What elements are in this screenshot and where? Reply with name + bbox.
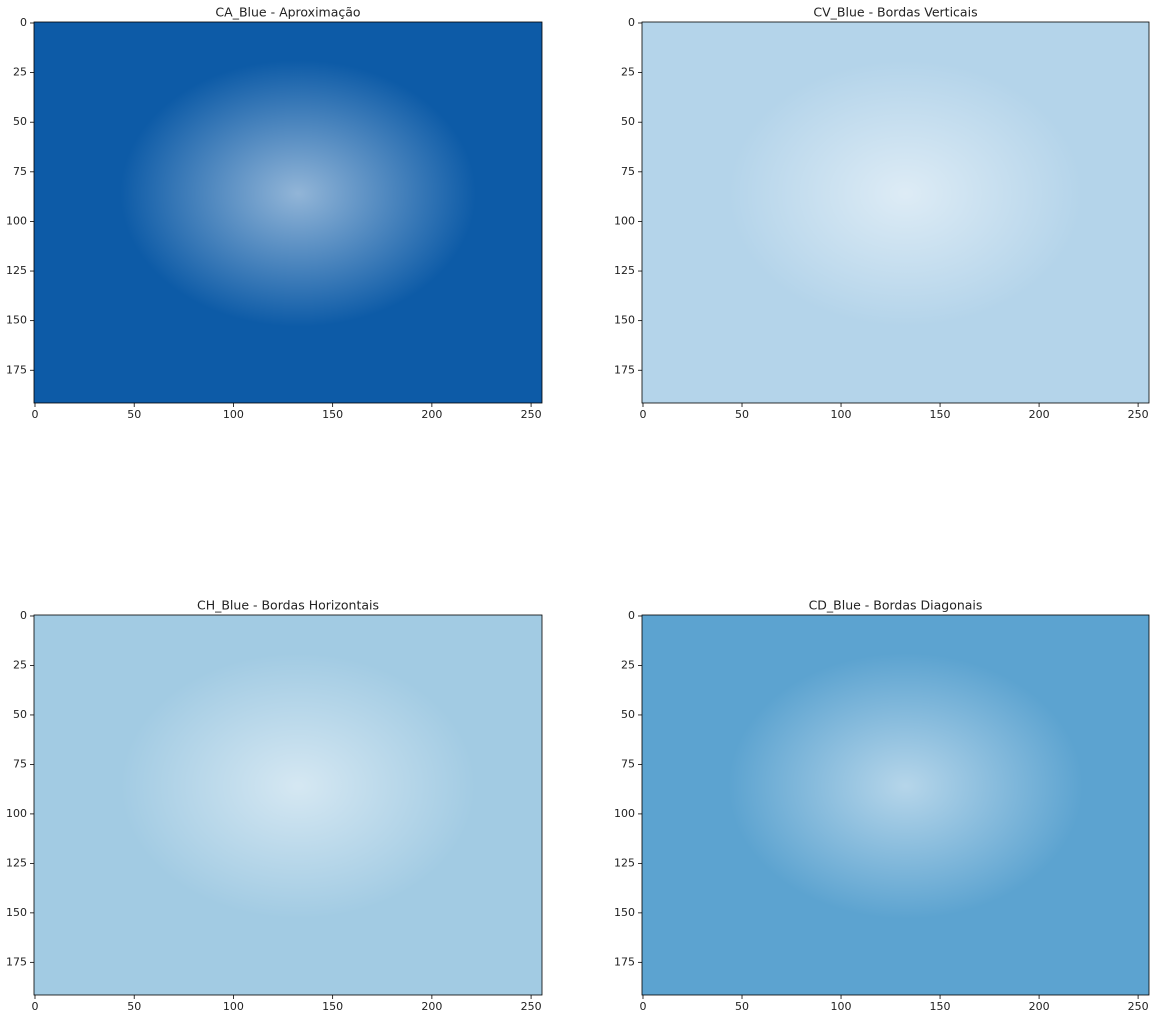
x-tick-label: 150	[930, 1000, 951, 1013]
x-tick-label: 150	[322, 1000, 343, 1013]
y-tick-label: 25	[13, 66, 27, 79]
y-tick-label: 75	[13, 757, 27, 770]
y-tick-label: 175	[6, 363, 27, 376]
y-tick-label: 0	[628, 609, 635, 622]
y-tick-label: 100	[6, 807, 27, 820]
y-tick-label: 0	[628, 16, 635, 29]
image-highlight	[34, 22, 542, 403]
x-tick-label: 100	[831, 1000, 852, 1013]
y-tick-label: 175	[614, 955, 635, 968]
y-tick-label: 75	[13, 165, 27, 178]
x-tick-label: 200	[421, 408, 442, 421]
y-tick-label: 100	[614, 214, 635, 227]
axes-frame	[33, 614, 543, 996]
x-tick-label: 250	[521, 1000, 542, 1013]
chart-title: CV_Blue - Bordas Verticais	[813, 5, 977, 20]
y-tick-label: 150	[6, 906, 27, 919]
x-tick-label: 200	[1029, 1000, 1050, 1013]
y-tick-label: 50	[621, 708, 635, 721]
y-tick-label: 25	[621, 66, 635, 79]
chart-title: CD_Blue - Bordas Diagonais	[809, 598, 983, 613]
y-tick-label: 125	[614, 856, 635, 869]
x-tick-label: 250	[1128, 1000, 1149, 1013]
y-tick-label: 50	[13, 115, 27, 128]
x-tick-label: 0	[639, 1000, 646, 1013]
x-tick-label: 150	[930, 408, 951, 421]
axes-frame	[641, 614, 1150, 996]
y-tick-label: 0	[20, 609, 27, 622]
y-tick-label: 50	[13, 708, 27, 721]
image-highlight	[34, 615, 542, 995]
y-tick-label: 100	[6, 214, 27, 227]
y-tick-label: 75	[621, 757, 635, 770]
x-tick-label: 0	[639, 408, 646, 421]
y-tick-label: 50	[621, 115, 635, 128]
y-tick-label: 150	[614, 906, 635, 919]
y-tick-label: 0	[20, 16, 27, 29]
y-tick-label: 125	[6, 856, 27, 869]
chart-title: CA_Blue - Aproximação	[215, 5, 360, 20]
x-tick-label: 50	[127, 408, 141, 421]
y-tick-label: 175	[6, 955, 27, 968]
y-tick-label: 25	[621, 658, 635, 671]
image-highlight	[642, 22, 1149, 403]
x-tick-label: 0	[31, 408, 38, 421]
x-tick-label: 100	[831, 408, 852, 421]
x-tick-label: 250	[1128, 408, 1149, 421]
x-tick-label: 200	[1029, 408, 1050, 421]
y-tick-label: 125	[614, 264, 635, 277]
x-tick-label: 250	[521, 408, 542, 421]
axes-frame	[33, 21, 543, 404]
y-tick-label: 175	[614, 363, 635, 376]
axes-frame	[641, 21, 1150, 404]
x-tick-label: 100	[223, 1000, 244, 1013]
x-tick-label: 50	[735, 1000, 749, 1013]
x-tick-label: 150	[322, 408, 343, 421]
x-tick-label: 50	[735, 408, 749, 421]
x-tick-label: 200	[421, 1000, 442, 1013]
x-tick-label: 100	[223, 408, 244, 421]
y-tick-label: 100	[614, 807, 635, 820]
x-tick-label: 0	[31, 1000, 38, 1013]
y-tick-label: 125	[6, 264, 27, 277]
y-tick-label: 75	[621, 165, 635, 178]
x-tick-label: 50	[127, 1000, 141, 1013]
y-tick-label: 150	[6, 314, 27, 327]
image-highlight	[642, 615, 1149, 995]
y-tick-label: 25	[13, 658, 27, 671]
y-tick-label: 150	[614, 314, 635, 327]
chart-title: CH_Blue - Bordas Horizontais	[197, 598, 379, 613]
